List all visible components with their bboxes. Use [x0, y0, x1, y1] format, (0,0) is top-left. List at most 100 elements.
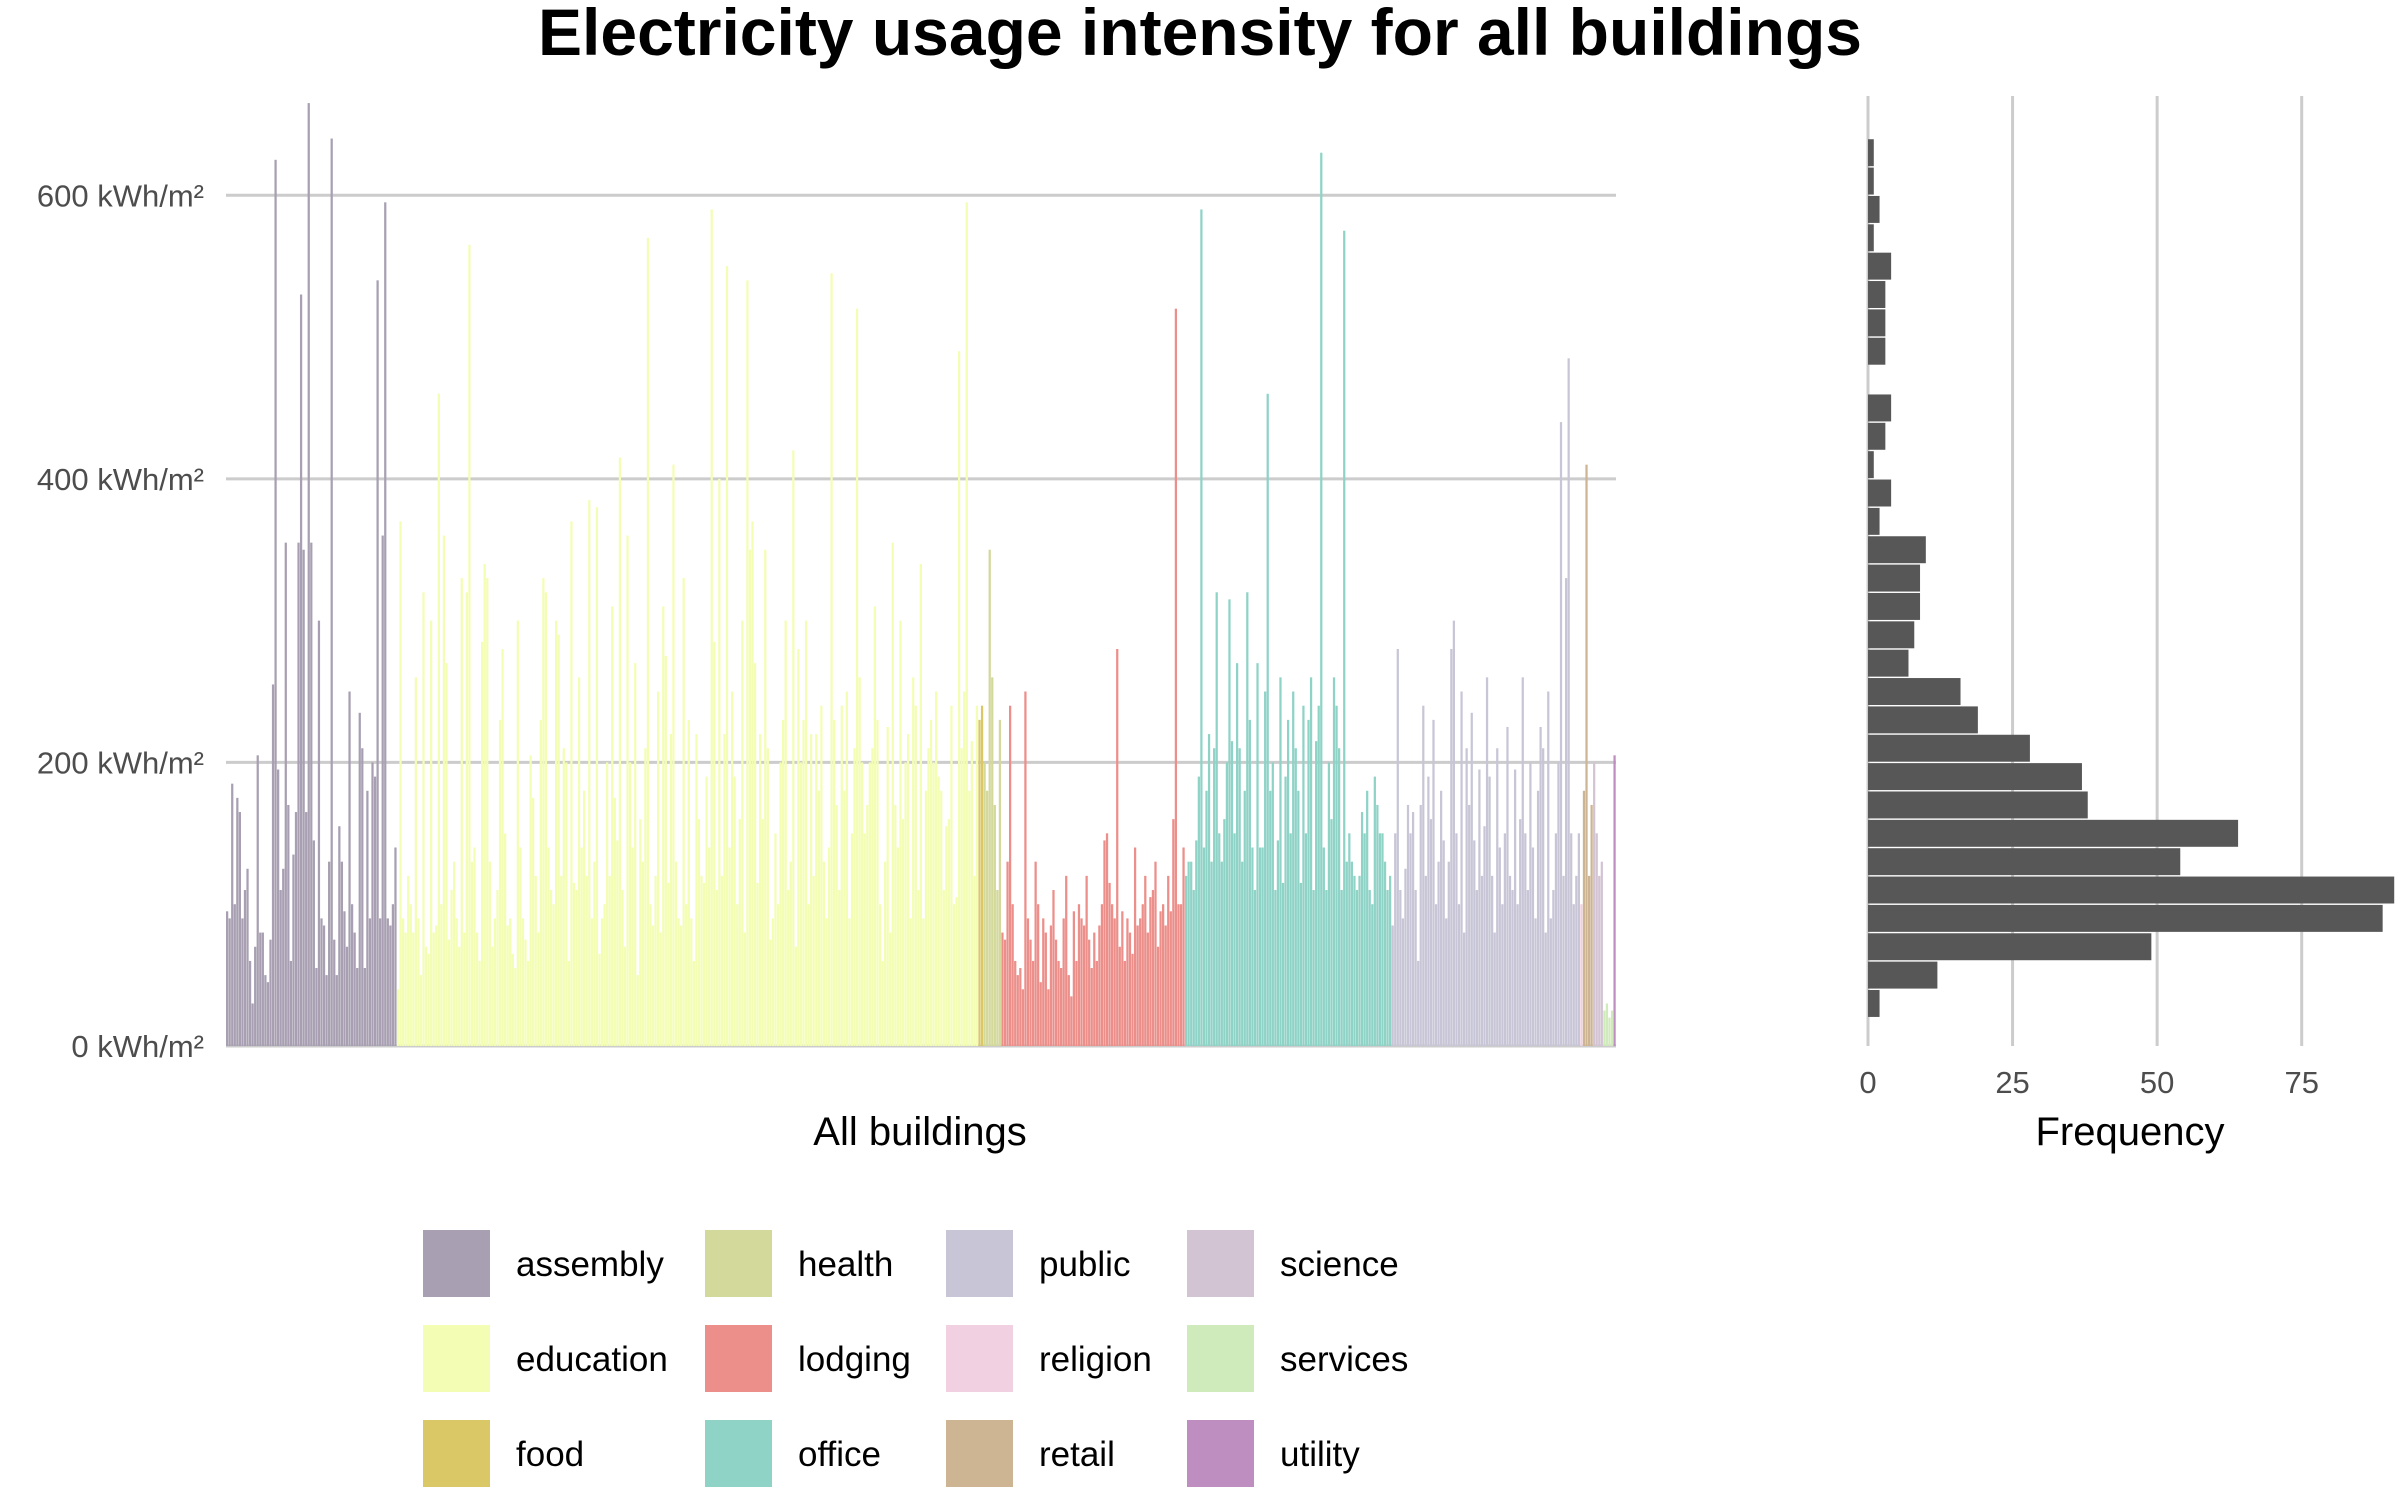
main-bar-education	[861, 762, 864, 1046]
main-bar-education	[927, 748, 930, 1046]
main-bar-office	[1366, 790, 1369, 1046]
main-bar-assembly	[358, 712, 361, 1046]
main-bar-assembly	[389, 925, 392, 1046]
main-bar-public	[1470, 712, 1473, 1046]
histogram-bar	[1868, 536, 1926, 564]
main-bar-retail	[1585, 464, 1588, 1046]
main-bar-public	[1511, 890, 1514, 1046]
main-bar-education	[942, 890, 945, 1046]
main-bar-assembly	[299, 294, 303, 1047]
main-bar-education	[445, 663, 448, 1046]
main-bar-assembly	[279, 890, 282, 1046]
main-bar-office	[1238, 748, 1241, 1046]
main-bar-public	[1572, 904, 1575, 1046]
main-bar-education	[878, 904, 882, 1046]
histogram-bars	[1868, 139, 2395, 1017]
main-bar-education	[973, 875, 976, 1046]
main-bar-public	[1399, 890, 1402, 1046]
main-bar-assembly	[287, 804, 290, 1046]
main-bar-office	[1218, 833, 1221, 1046]
main-bar-education	[603, 904, 606, 1046]
main-bar-science	[1600, 861, 1603, 1046]
main-bar-assembly	[328, 861, 331, 1046]
main-bar-public	[1521, 677, 1524, 1046]
main-bar-public	[1529, 762, 1532, 1046]
main-bar-education	[700, 875, 703, 1046]
main-bar-education	[659, 932, 662, 1046]
main-bar-office	[1264, 691, 1267, 1046]
main-bar-education	[621, 890, 624, 1046]
main-bar-office	[1274, 890, 1277, 1046]
main-bar-education	[463, 932, 466, 1046]
main-bar-education	[580, 847, 583, 1046]
main-bar-public	[1567, 358, 1570, 1046]
main-bar-public	[1498, 847, 1501, 1046]
main-bar-assembly	[345, 946, 349, 1046]
main-bar-lodging	[1154, 861, 1157, 1046]
main-bar-education	[802, 719, 805, 1046]
main-bar-office	[1286, 719, 1290, 1046]
main-bar-education	[504, 833, 507, 1046]
legend-label-retail: retail	[1039, 1435, 1115, 1474]
legend-swatch-education	[423, 1325, 490, 1392]
main-bar-education	[475, 932, 479, 1046]
main-bar-office	[1269, 790, 1272, 1046]
main-bar-public	[1450, 648, 1453, 1046]
main-bar-education	[616, 840, 619, 1046]
main-bar-education	[593, 861, 596, 1046]
main-bar-public	[1460, 691, 1463, 1046]
main-bar-education	[481, 641, 484, 1046]
main-bar-office	[1200, 209, 1203, 1046]
main-bar-education	[496, 890, 499, 1046]
main-bar-office	[1256, 663, 1259, 1046]
main-bar-assembly	[371, 762, 374, 1046]
main-bar-lodging	[1049, 925, 1053, 1046]
main-bar-education	[483, 563, 486, 1046]
main-bar-assembly	[366, 790, 369, 1046]
main-bar-assembly	[322, 925, 326, 1046]
main-bar-education	[858, 677, 861, 1046]
main-bar-education	[756, 882, 759, 1046]
main-bar-education	[853, 748, 856, 1046]
main-bar-lodging	[1085, 875, 1088, 1046]
main-bar-assembly	[340, 861, 344, 1046]
main-bar-public	[1422, 705, 1425, 1046]
main-bar-office	[1192, 890, 1195, 1046]
histogram-bar	[1868, 195, 1880, 223]
main-bar-lodging	[1133, 847, 1137, 1046]
main-bar-health	[996, 890, 999, 1046]
main-bar-public	[1417, 960, 1420, 1046]
main-bar-education	[899, 620, 902, 1046]
main-bar-education	[478, 960, 481, 1046]
main-bar-public	[1442, 840, 1445, 1046]
main-bar-lodging	[1100, 904, 1104, 1046]
main-bar-education	[889, 932, 892, 1046]
main-bar-education	[738, 819, 741, 1046]
main-bar-public	[1552, 890, 1555, 1046]
main-bar-public	[1513, 769, 1517, 1046]
main-bar-education	[957, 351, 961, 1046]
main-bar-assembly	[330, 138, 333, 1047]
main-bar-education	[807, 904, 810, 1046]
main-bar-education	[820, 705, 823, 1046]
main-bar-lodging	[1060, 968, 1063, 1046]
main-bar-public	[1575, 875, 1578, 1046]
main-bar-education	[488, 861, 491, 1046]
main-bar-office	[1235, 663, 1239, 1046]
main-bar-education	[855, 308, 859, 1047]
main-bar-education	[669, 734, 673, 1046]
legend-label-assembly: assembly	[516, 1245, 664, 1284]
main-bar-assembly	[289, 960, 293, 1046]
main-bar-public	[1503, 833, 1507, 1046]
main-bar-assembly	[356, 968, 359, 1046]
histogram-bar	[1868, 309, 1886, 337]
main-bar-education	[588, 500, 591, 1046]
legend-label-food: food	[516, 1435, 584, 1474]
main-bar-education	[825, 918, 828, 1046]
main-bar-lodging	[1014, 960, 1017, 1046]
main-bar-public	[1452, 620, 1456, 1046]
main-bar-office	[1378, 833, 1382, 1046]
main-bar-assembly	[353, 932, 356, 1046]
main-bar-education	[970, 741, 973, 1046]
main-bar-office	[1248, 719, 1251, 1046]
